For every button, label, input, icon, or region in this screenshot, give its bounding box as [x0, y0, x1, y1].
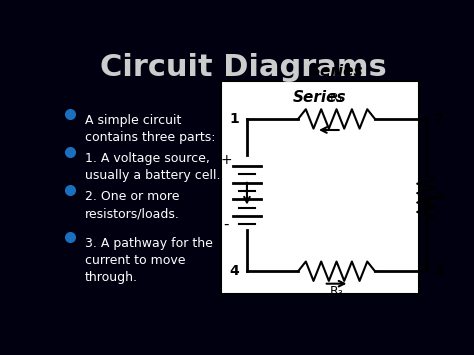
Text: 1. A voltage source,
usually a battery cell.: 1. A voltage source, usually a battery c…	[85, 152, 220, 182]
Text: R₂: R₂	[436, 191, 450, 204]
Text: Series: Series	[293, 90, 347, 105]
Text: 4: 4	[229, 264, 239, 278]
Text: 2: 2	[434, 112, 444, 126]
FancyBboxPatch shape	[221, 81, 419, 294]
Text: 2. One or more
resistors/loads.: 2. One or more resistors/loads.	[85, 190, 180, 220]
FancyBboxPatch shape	[59, 43, 427, 316]
Text: 3. A pathway for the
current to move
through.: 3. A pathway for the current to move thr…	[85, 237, 213, 284]
Text: R₁: R₁	[329, 92, 344, 105]
Text: -: -	[224, 217, 229, 232]
Text: 3: 3	[434, 264, 444, 278]
Text: +: +	[221, 153, 232, 168]
Text: R₃: R₃	[329, 285, 344, 299]
Text: A simple circuit
contains three parts:: A simple circuit contains three parts:	[85, 114, 216, 144]
Text: Circuit Diagrams: Circuit Diagrams	[100, 53, 386, 82]
Text: 1: 1	[229, 112, 239, 126]
Text: Series: Series	[310, 64, 364, 80]
